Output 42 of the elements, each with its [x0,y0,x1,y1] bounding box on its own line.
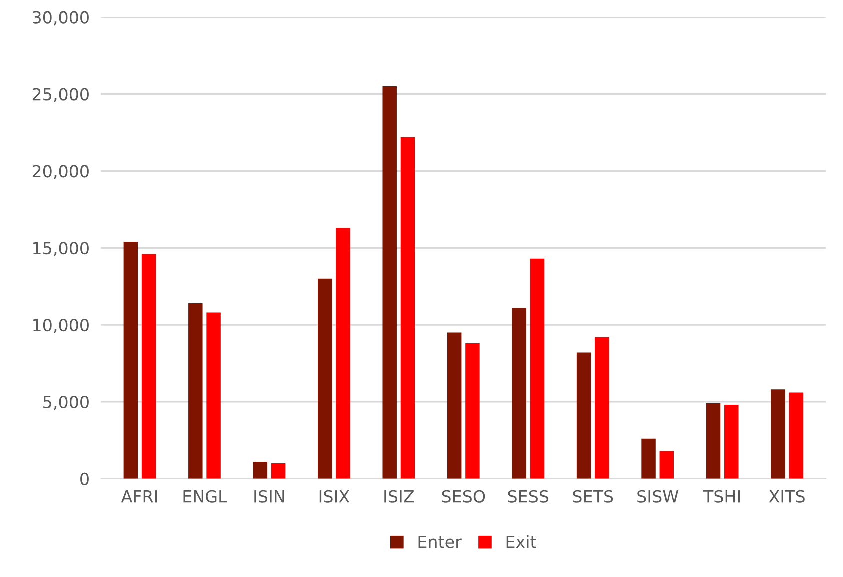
bar [512,308,526,479]
y-tick-label: 25,000 [32,88,89,103]
x-tick-label: ENGL [184,490,228,503]
bar [724,405,739,479]
x-tick-label: SESS [508,490,549,503]
bar [660,451,674,479]
bar [530,258,545,479]
bar [382,86,397,479]
bar [271,464,286,479]
bar [706,404,721,479]
y-tick-label: 30,000 [33,11,89,26]
y-tick-label: 5,000 [44,396,89,410]
bar [789,392,804,479]
x-tick-label: ISIZ [384,490,414,503]
bar [447,332,462,479]
bar [124,242,138,479]
y-tick-label: 0 [80,472,89,486]
bar [336,228,350,479]
x-tick-label: TSHI [703,490,740,503]
bar [188,304,203,479]
bar [400,137,416,479]
legend-label: Enter [418,536,462,548]
y-tick-label: 10,000 [34,319,89,334]
bar [318,278,332,479]
x-tick-label: AFRI [121,490,158,503]
x-tick-label: ISIN [254,490,284,503]
y-tick-label: 20,000 [32,165,89,180]
bar [642,438,656,479]
bar [142,254,156,479]
bar [466,344,480,479]
x-tick-label: SESO [442,490,486,503]
x-tick-label: SISW [638,490,679,503]
bar [576,352,592,479]
legend-label: Exit [506,535,536,548]
x-tick-label: ISIX [320,490,350,503]
bar [595,337,610,479]
y-tick-label: 15,000 [34,242,89,256]
bar [771,390,786,479]
x-tick-label: SETS [573,490,614,503]
bar [206,312,221,479]
x-tick-label: XITS [769,490,805,503]
bar [253,462,268,479]
